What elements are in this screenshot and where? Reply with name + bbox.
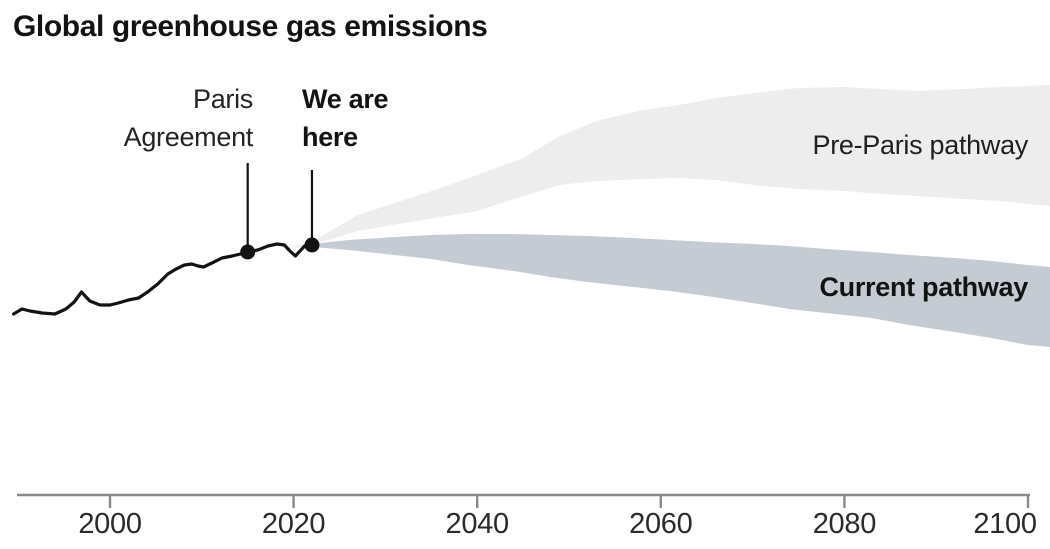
band-current-pathway xyxy=(312,234,1050,347)
axis-tick-label: 2060 xyxy=(629,508,693,540)
label-current-pathway: Current pathway xyxy=(819,272,1028,302)
annotation-we-are-here-line2: here xyxy=(302,122,358,152)
line-historical-emissions xyxy=(12,242,314,316)
annotation-paris-agreement-line2: Agreement xyxy=(123,122,254,152)
annotation-we-are-here-line1: We are xyxy=(302,84,389,114)
annotation-we-are-here: We are here xyxy=(302,80,389,156)
label-pre-paris-pathway: Pre-Paris pathway xyxy=(812,130,1029,160)
axis-tick-label: 2040 xyxy=(445,508,510,540)
annotation-paris-agreement: Paris Agreement xyxy=(123,80,254,156)
axis-tick-label: 2000 xyxy=(78,508,142,540)
axis-tick-label: 2100 xyxy=(973,508,1037,540)
band-pre-paris-pathway xyxy=(295,85,1050,248)
annotation-dot-we-are-here xyxy=(304,237,320,253)
annotation-paris-agreement-line1: Paris xyxy=(192,84,253,114)
annotation-dot-paris-agreement xyxy=(240,244,256,260)
axis-tick-label: 2080 xyxy=(812,508,877,540)
chart-title: Global greenhouse gas emissions xyxy=(13,10,488,43)
axis-tick-label: 2020 xyxy=(261,508,326,540)
